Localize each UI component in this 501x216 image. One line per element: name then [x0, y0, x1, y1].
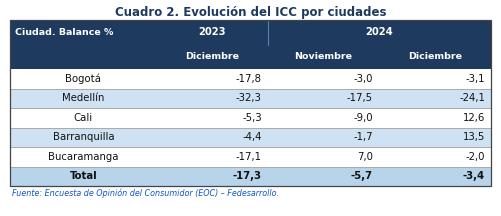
Bar [10, 147, 491, 167]
Bar [10, 44, 491, 69]
Text: 7,0: 7,0 [357, 152, 373, 162]
Text: -5,3: -5,3 [242, 113, 262, 123]
Bar [10, 20, 491, 44]
Text: Diciembre: Diciembre [408, 52, 462, 61]
Text: -3,0: -3,0 [353, 74, 373, 84]
Text: -24,1: -24,1 [459, 93, 485, 103]
Text: -1,7: -1,7 [353, 132, 373, 142]
Text: -17,1: -17,1 [236, 152, 262, 162]
Text: 2024: 2024 [366, 27, 393, 37]
Text: -4,4: -4,4 [242, 132, 262, 142]
Text: -3,4: -3,4 [463, 171, 485, 181]
Text: -32,3: -32,3 [236, 93, 262, 103]
Text: Bogotá: Bogotá [65, 74, 101, 84]
Text: Cali: Cali [74, 113, 93, 123]
Text: 12,6: 12,6 [462, 113, 485, 123]
Text: Barranquilla: Barranquilla [53, 132, 114, 142]
Text: Fuente: Encuesta de Opinión del Consumidor (EOC) – Fedesarrollo.: Fuente: Encuesta de Opinión del Consumid… [12, 188, 279, 197]
Text: -17,5: -17,5 [347, 93, 373, 103]
Text: -2,0: -2,0 [465, 152, 485, 162]
Text: 13,5: 13,5 [462, 132, 485, 142]
Text: Total: Total [70, 171, 97, 181]
Bar [10, 20, 491, 186]
Text: -3,1: -3,1 [465, 74, 485, 84]
Text: -17,3: -17,3 [233, 171, 262, 181]
Text: -17,8: -17,8 [236, 74, 262, 84]
Bar [10, 108, 491, 128]
Text: Noviembre: Noviembre [295, 52, 352, 61]
Bar [10, 69, 491, 89]
Text: Ciudad. Balance %: Ciudad. Balance % [15, 28, 113, 37]
Text: Bucaramanga: Bucaramanga [48, 152, 119, 162]
Bar [10, 128, 491, 147]
Text: Diciembre: Diciembre [185, 52, 239, 61]
Text: -5,7: -5,7 [351, 171, 373, 181]
Text: 2023: 2023 [198, 27, 226, 37]
Bar [10, 89, 491, 108]
Text: -9,0: -9,0 [353, 113, 373, 123]
Text: Cuadro 2. Evolución del ICC por ciudades: Cuadro 2. Evolución del ICC por ciudades [115, 6, 386, 19]
Text: Medellín: Medellín [62, 93, 105, 103]
Bar [10, 167, 491, 186]
